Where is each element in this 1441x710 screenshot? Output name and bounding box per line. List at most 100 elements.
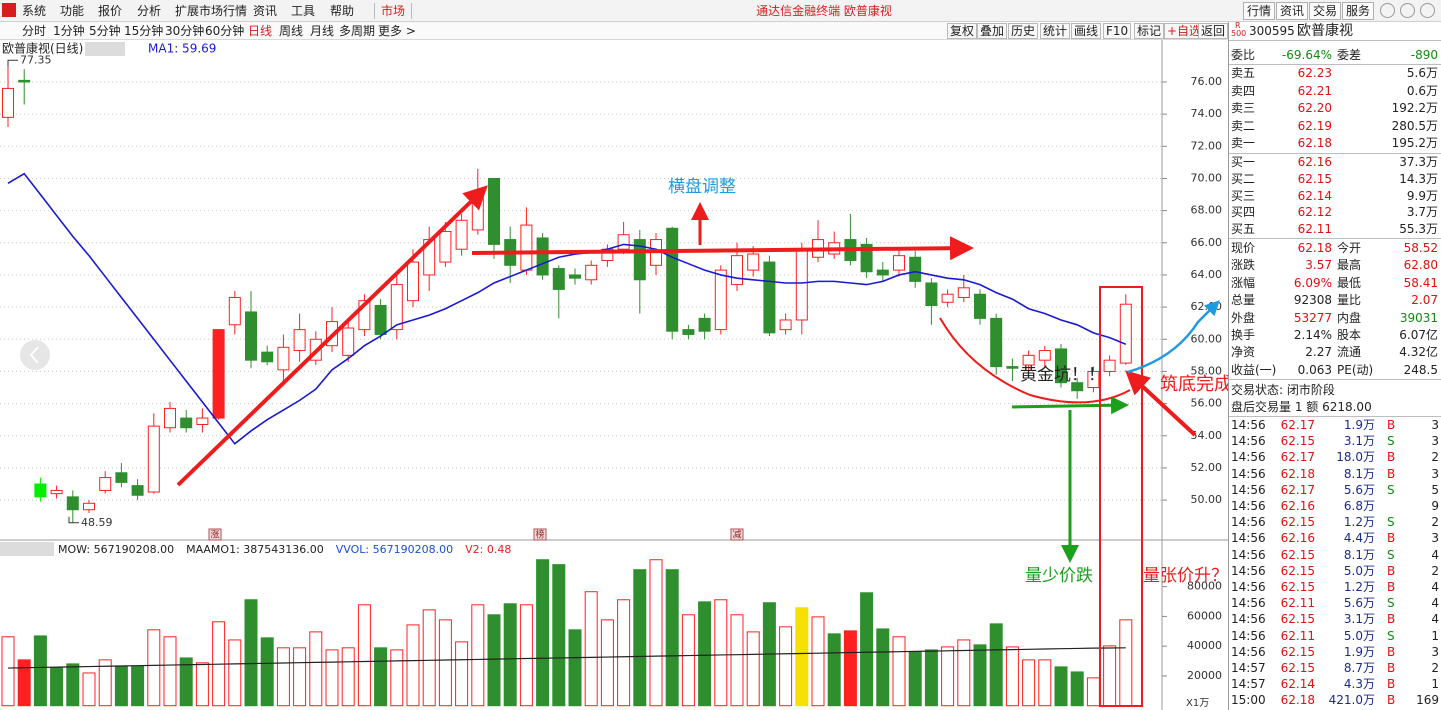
panel-cell: 62.21	[1297, 83, 1332, 98]
panel-cell: 5.0万	[1343, 563, 1375, 578]
panel-cell: 6.8万	[1343, 499, 1375, 513]
period-tab[interactable]: 更多 >	[378, 24, 416, 38]
menu-button[interactable]: 交易	[1309, 2, 1342, 20]
candle-body	[569, 274, 581, 279]
menu-button[interactable]: 资讯	[1276, 2, 1309, 20]
volume-bar	[390, 649, 404, 707]
panel-cell: 14:56	[1231, 531, 1266, 546]
volume-bar	[17, 659, 31, 707]
tool-button[interactable]: 画线	[1071, 23, 1102, 39]
panel-cell: 5.6万	[1406, 66, 1438, 80]
panel-cell: B	[1387, 661, 1396, 675]
period-tab[interactable]: 日线	[248, 24, 273, 38]
separator	[1229, 379, 1441, 380]
panel-cell: 4	[1431, 547, 1439, 562]
period-tab[interactable]: 5分钟	[89, 24, 121, 38]
panel-cell: S	[1387, 596, 1395, 611]
period-tab[interactable]: 30分钟	[165, 24, 205, 38]
tool-button[interactable]: 历史	[1008, 23, 1039, 39]
candle-body	[795, 248, 808, 321]
panel-cell: 53277	[1293, 310, 1332, 325]
menu-button[interactable]: 行情	[1243, 2, 1276, 20]
period-tab[interactable]: 1分钟	[53, 24, 85, 38]
period-tab[interactable]: 周线	[279, 24, 304, 38]
blurred-area	[0, 542, 54, 556]
period-tab[interactable]: 月线	[310, 24, 335, 38]
panel-cell: 2.27	[1305, 345, 1332, 360]
tool-button[interactable]: 统计	[1040, 23, 1071, 39]
panel-cell: 3	[1431, 434, 1439, 449]
panel-cell: 委差	[1337, 48, 1362, 62]
panel-cell: 62.15	[1280, 644, 1315, 659]
panel-cell: -890	[1410, 48, 1438, 62]
panel-cell: 2	[1431, 563, 1439, 578]
candle-body	[1022, 354, 1035, 366]
panel-cell: 62.11	[1280, 596, 1315, 611]
candle-body	[455, 219, 468, 250]
period-tab[interactable]: 60分钟	[205, 24, 245, 38]
panel-cell: 5	[1431, 482, 1439, 497]
panel-cell: B	[1387, 531, 1396, 546]
window-control[interactable]	[1380, 3, 1395, 18]
panel-cell: 62.16	[1297, 155, 1332, 169]
nav-left-button[interactable]	[20, 340, 50, 370]
menu-item[interactable]: 功能	[60, 4, 85, 18]
volume-bar	[195, 662, 209, 707]
volume-bar	[843, 630, 857, 707]
menu-button[interactable]: 服务	[1342, 2, 1375, 20]
candle-body	[50, 489, 63, 495]
panel-cell: 3	[1431, 418, 1439, 432]
panel-cell: 买一	[1231, 155, 1256, 169]
event-marker	[730, 528, 744, 541]
window-control[interactable]	[1420, 3, 1435, 18]
extreme-pointer	[7, 59, 18, 67]
tool-button[interactable]: F10	[1103, 23, 1132, 39]
panel-cell: 9	[1431, 499, 1439, 513]
candle-body	[342, 327, 355, 356]
candle-body	[941, 293, 954, 303]
volume-bar	[341, 647, 355, 707]
tool-button[interactable]: 标记	[1134, 23, 1165, 39]
panel-cell: 3	[1431, 531, 1439, 546]
candle-body	[1055, 348, 1067, 384]
volume-bar	[147, 629, 161, 707]
menu-item[interactable]: 扩展市场行情	[175, 4, 248, 18]
indicator-label: V2: 0.48	[465, 543, 511, 556]
panel-cell: 流通	[1337, 345, 1362, 360]
panel-cell: B	[1387, 693, 1396, 708]
panel-cell: 14.3万	[1399, 171, 1438, 186]
candle-body	[66, 496, 79, 511]
panel-cell: 62.11	[1280, 628, 1315, 643]
volume-bar	[698, 601, 712, 707]
y-tick-label: 60000	[1187, 609, 1222, 622]
menu-item[interactable]: 分析	[137, 4, 162, 18]
tool-button[interactable]: 复权	[947, 23, 978, 39]
panel-cell: B	[1387, 677, 1396, 692]
window-control[interactable]	[1400, 3, 1415, 18]
panel-cell: 2.07	[1411, 293, 1438, 308]
volume-bar	[860, 592, 874, 707]
y-tick-label: 40000	[1187, 639, 1222, 652]
menu-item[interactable]: 报价	[98, 4, 123, 18]
tool-button[interactable]: 返回	[1198, 23, 1229, 39]
market-tab[interactable]: 市场	[374, 3, 413, 19]
separator	[1229, 40, 1441, 41]
volume-bar	[228, 639, 242, 707]
period-tab[interactable]: 多周期	[339, 24, 376, 38]
menu-item[interactable]: 资讯	[253, 4, 278, 18]
menu-item[interactable]: 帮助	[330, 4, 355, 18]
menu-item[interactable]: 系统	[22, 4, 47, 18]
y-tick-label: 64.00	[1191, 268, 1223, 281]
period-tab[interactable]: 15分钟	[124, 24, 164, 38]
tool-button[interactable]: 叠加	[977, 23, 1008, 39]
panel-cell: 192.2万	[1391, 101, 1438, 115]
trend-arrow	[176, 185, 488, 487]
menu-item[interactable]: 工具	[291, 4, 316, 18]
volume-bar	[1038, 659, 1052, 707]
period-tab[interactable]: 分时	[22, 24, 47, 38]
event-marker	[208, 528, 222, 541]
tool-button[interactable]: +自选	[1164, 23, 1205, 39]
panel-cell: 现价	[1231, 241, 1256, 255]
panel-cell: 8.1万	[1343, 466, 1375, 481]
chart: 欧普康视(日线) MA1: 59.69 50.00 52.00 54.00 56.00 58…	[0, 40, 1228, 710]
